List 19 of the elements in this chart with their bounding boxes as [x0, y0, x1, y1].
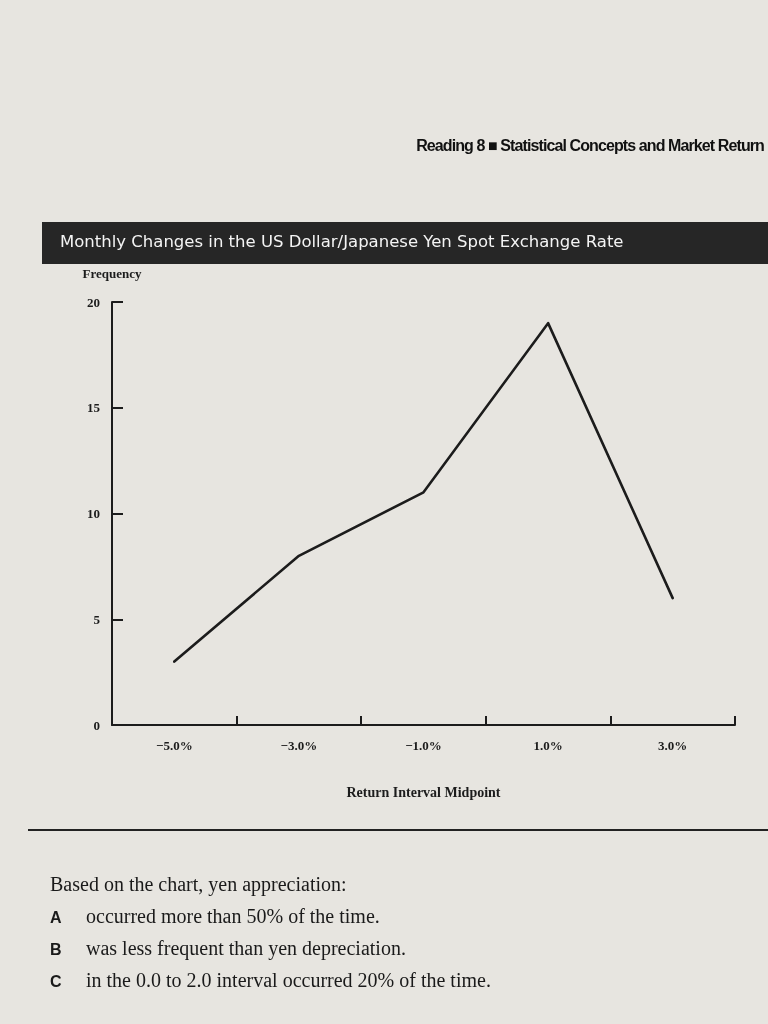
chart-title: Monthly Changes in the US Dollar/Japanese Yen Spot Exchange Rate — [60, 232, 624, 251]
line-series — [173, 321, 674, 663]
y-tick-label: 10 — [87, 506, 100, 521]
text: C in the 0.0 to 2.0 interval occurred 20% of the time. — [50, 969, 491, 991]
y-tick-label: 5 — [93, 611, 101, 627]
x-tick-label: −3.0% — [280, 738, 318, 753]
x-tick-label: −1.0% — [405, 738, 442, 753]
y-tick-label: 20 — [87, 294, 100, 310]
y-tick-label: 15 — [87, 400, 101, 416]
x-tick-label: 3.0% — [658, 738, 688, 753]
text: A occurred more than 50% of the time. — [50, 905, 380, 927]
text: Reading 8 ■ Statistical Concepts and Market Return — [416, 137, 764, 155]
x-axis-title: Return Interval Midpoint — [346, 784, 501, 800]
y-axis-title: Frequency — [82, 266, 142, 281]
x-tick-label: −5.0% — [155, 738, 193, 753]
text: B was less frequent than yen depreciation. — [50, 937, 406, 959]
x-tick-label: 1.0% — [533, 738, 563, 753]
y-tick-label: 0 — [93, 717, 100, 733]
text: Based on the chart, yen appreciation: — [50, 873, 348, 898]
